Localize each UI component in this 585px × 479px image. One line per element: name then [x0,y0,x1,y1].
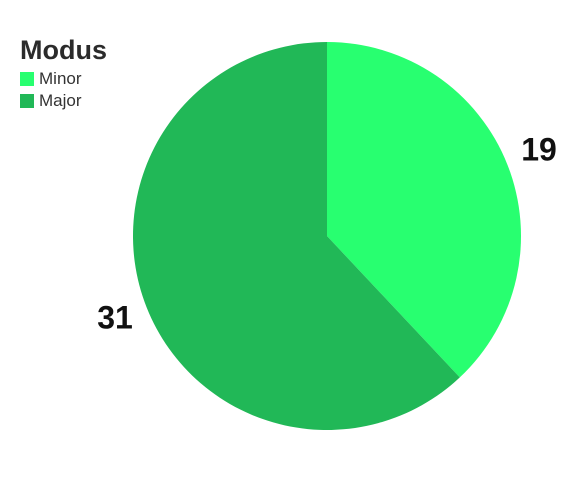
legend-item-minor: Minor [20,68,107,90]
legend-title: Modus [20,35,107,65]
pie-slice-minor [327,42,521,378]
legend-swatch-major [20,94,34,108]
legend-label-major: Major [39,91,82,110]
pie-slice-major [132,42,460,430]
data-label-major: 31 [97,299,133,335]
legend-item-major: Major [20,90,107,112]
legend: Modus Minor Major [20,34,107,112]
legend-label-minor: Minor [39,69,82,88]
legend-swatch-minor [20,72,34,86]
data-label-minor: 19 [521,132,557,168]
